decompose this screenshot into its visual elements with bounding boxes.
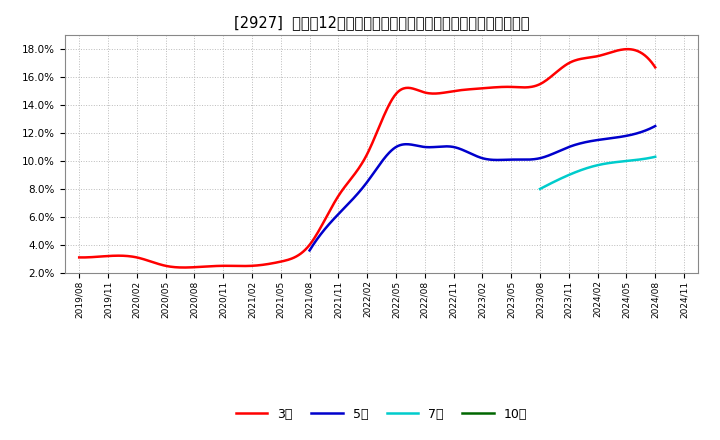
3年 <box>350 172 359 178</box>
5年 <box>511 157 520 162</box>
5年 <box>588 138 597 143</box>
5年 <box>305 248 314 253</box>
Line: 7年: 7年 <box>540 157 655 189</box>
7年 <box>591 163 600 169</box>
Line: 3年: 3年 <box>79 49 655 268</box>
5年 <box>642 127 651 132</box>
7年 <box>648 155 657 160</box>
7年 <box>651 154 660 159</box>
7年 <box>590 163 599 169</box>
5年 <box>469 152 478 158</box>
Title: [2927]  売上高12か月移動合計の対前年同期増減率の平均値の推移: [2927] 売上高12か月移動合計の対前年同期増減率の平均値の推移 <box>234 15 529 30</box>
Line: 5年: 5年 <box>310 126 655 250</box>
5年 <box>472 153 480 158</box>
3年 <box>75 255 84 260</box>
5年 <box>492 158 501 163</box>
3年 <box>624 47 632 52</box>
3年 <box>353 168 361 173</box>
7年 <box>604 161 613 166</box>
3年 <box>180 265 189 270</box>
3年 <box>548 73 557 78</box>
7年 <box>598 161 607 167</box>
5年 <box>651 123 660 128</box>
7年 <box>630 158 639 163</box>
3年 <box>387 97 396 102</box>
Legend: 3年, 5年, 7年, 10年: 3年, 5年, 7年, 10年 <box>231 403 532 425</box>
3年 <box>639 52 648 57</box>
7年 <box>536 186 544 191</box>
3年 <box>419 89 428 95</box>
3年 <box>651 65 660 70</box>
